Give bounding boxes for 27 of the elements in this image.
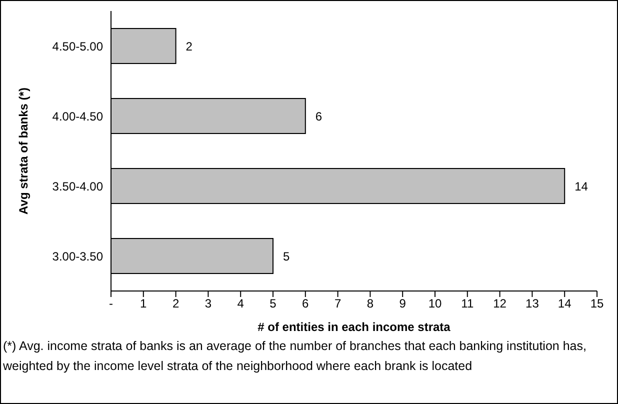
x-tick-label: 13 xyxy=(526,296,540,311)
x-tick-label: 8 xyxy=(366,296,374,311)
x-tick-label: 3 xyxy=(204,296,212,311)
y-tick-label: 3.00-3.50 xyxy=(52,249,104,264)
x-tick-label: 6 xyxy=(302,296,310,311)
data-label: 6 xyxy=(315,109,322,124)
x-tick-label: 12 xyxy=(493,296,507,311)
text: (*) Avg. income strata of banks is an average of the number of branches that each banking institution has, weighted by the income level strata of the neighborhood where each brank is located xyxy=(3,338,588,375)
x-tick-label: 7 xyxy=(334,296,342,311)
y-tick-label: 4.50-5.00 xyxy=(52,39,104,54)
x-axis-title: # of entities in each income strata xyxy=(258,320,451,334)
x-tick-label: 4 xyxy=(237,296,244,311)
x-tick-label: 9 xyxy=(399,296,406,311)
x-tick-label: 11 xyxy=(461,296,474,311)
x-tick-label: 14 xyxy=(558,296,572,311)
x-tick-label: 10 xyxy=(428,296,442,311)
x-tick-label: 1 xyxy=(140,296,148,311)
data-label: 5 xyxy=(283,249,290,264)
y-tick-label: 3.50-4.00 xyxy=(52,179,104,194)
x-tick-label: 5 xyxy=(270,296,277,311)
data-label: 2 xyxy=(186,39,193,54)
x-tick-label: - xyxy=(109,296,113,311)
y-tick-label: 4.00-4.50 xyxy=(52,109,104,124)
x-tick-label: 15 xyxy=(590,296,604,311)
x-tick-label: 2 xyxy=(172,296,180,311)
y-axis-title: Avg strata of banks (*) xyxy=(16,88,30,214)
data-label: 14 xyxy=(574,179,588,194)
